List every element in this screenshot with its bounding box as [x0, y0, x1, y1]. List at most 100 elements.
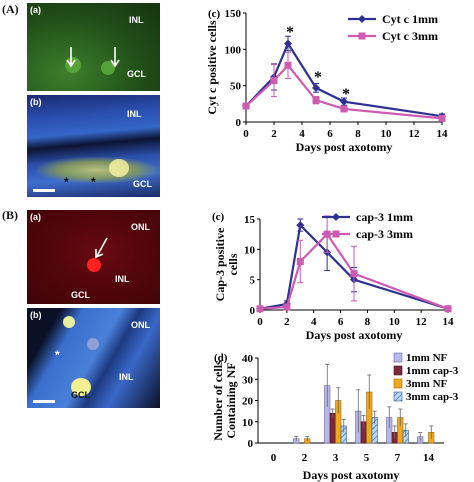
y-tick-label: 15: [244, 214, 256, 226]
x-tick-label: 8: [365, 316, 371, 328]
x-tick-label: 8: [355, 128, 361, 140]
data-point: [312, 83, 320, 92]
micrograph-B-a: (a) ONL INL GCL: [27, 210, 160, 304]
data-point: [350, 270, 358, 278]
legend-marker: [332, 213, 340, 221]
x-tick-label: 3: [333, 452, 339, 464]
subfigure-label: (c): [208, 8, 221, 20]
x-tick-label: 4: [311, 316, 317, 328]
subfigure-label: (c): [212, 211, 225, 223]
y-tick-label: 150: [225, 8, 242, 20]
inl-label: INL: [119, 372, 134, 382]
sublabel-b: (b): [30, 310, 42, 320]
legend-label: Cyt c 3mm: [382, 29, 438, 43]
y-axis-label: Cap-3 positivecells: [213, 227, 240, 301]
micrograph-A-b: (b) INL GCL * *: [27, 95, 160, 197]
y-tick-label: 50: [230, 81, 242, 93]
sublabel-a: (a): [30, 5, 41, 15]
series-line-1: [245, 63, 443, 120]
x-tick-label: 12: [409, 128, 421, 140]
y-tick-label: 0: [236, 117, 242, 129]
panel-b-label: (B): [2, 208, 18, 222]
bar: [329, 412, 336, 444]
x-tick-label: 14: [437, 128, 449, 140]
y-tick-label: 5: [250, 275, 256, 287]
legend-label: 1mm cap-3: [406, 365, 459, 377]
x-axis-label: Days post axotomy: [306, 328, 403, 342]
gcl-label: GCL: [71, 290, 90, 300]
data-point: [284, 61, 292, 69]
x-tick-label: 2: [271, 128, 277, 140]
x-tick-label: 14: [443, 316, 455, 328]
data-point: [242, 102, 250, 110]
x-tick-label: 0: [271, 452, 277, 464]
x-tick-label: 10: [381, 128, 393, 140]
x-tick-label: 12: [416, 316, 428, 328]
data-point: [284, 39, 292, 48]
legend-label: 3mm NF: [406, 378, 448, 390]
data-point: [312, 96, 320, 104]
x-tick-label: 2: [284, 316, 290, 328]
legend-label: cap-3 1mm: [356, 210, 413, 224]
legend-swatch: [393, 365, 403, 376]
data-point: [438, 114, 446, 122]
subfigure-label: (d): [214, 352, 228, 364]
x-tick-label: 0: [257, 316, 263, 328]
gcl-label: GCL: [71, 390, 90, 400]
sublabel-b: (b): [30, 97, 42, 107]
data-point: [340, 105, 348, 113]
legend-label: Cyt c 1mm: [382, 12, 438, 26]
y-tick-label: 10: [244, 244, 256, 256]
series-line-0: [245, 41, 443, 118]
x-tick-label: 2: [302, 452, 308, 464]
legend-label: 3mm cap-3: [406, 391, 459, 403]
y-tick-label: 100: [225, 44, 242, 56]
data-point: [296, 257, 304, 265]
y-tick-label: 0: [250, 305, 256, 317]
x-axis-label: Days post axotomy: [296, 140, 393, 154]
y-tick-label: 40: [242, 353, 254, 365]
cap3-line-chart: (c) 0 5 10 15 0 2 4 6 8 10 12 14 Days post axotomy Cap…: [212, 210, 455, 342]
x-tick-label: 6: [327, 128, 333, 140]
legend-swatch: [393, 391, 403, 402]
inl-label: INL: [129, 15, 144, 25]
scale-bar: [33, 400, 55, 403]
y-axis-label: Number of cellsContaining NF: [211, 360, 238, 441]
y-tick-label: 20: [242, 396, 254, 408]
inl-label: INL: [127, 109, 142, 119]
micrograph-B-b: (b) ONL INL GCL *: [27, 308, 160, 408]
asterisk-marker: *: [55, 348, 60, 362]
legend-label: 1mm NF: [406, 352, 448, 364]
arrow-icons: [66, 47, 120, 68]
significance-asterisk: *: [286, 24, 294, 41]
data-point: [283, 303, 291, 311]
legend-swatch: [393, 378, 403, 389]
legend-label: cap-3 3mm: [356, 227, 413, 241]
arrow-icon: [95, 237, 108, 259]
legend-marker: [358, 15, 366, 23]
series-line-0: [259, 222, 449, 310]
x-tick-label: 7: [395, 452, 401, 464]
x-tick-label: 0: [243, 128, 249, 140]
inl-label: INL: [115, 274, 130, 284]
panel-a-label: (A): [2, 2, 19, 16]
legend-marker: [332, 230, 340, 238]
onl-label: ONL: [131, 320, 150, 330]
micrograph-A-a: (a) INL GCL: [27, 3, 160, 91]
x-tick-label: 4: [299, 128, 305, 140]
data-point: [340, 97, 348, 106]
data-point: [270, 77, 278, 85]
nf-bar-chart: (d) 0 10 20 30 40 0 2 3 5 7 14 Days post axotomy Numb…: [211, 352, 459, 482]
y-tick-label: 10: [242, 417, 254, 429]
scale-bar: [33, 189, 55, 192]
x-tick-label: 14: [423, 452, 435, 464]
legend-swatch: [393, 352, 403, 363]
legend-marker: [358, 32, 366, 40]
significance-asterisk: *: [342, 86, 350, 103]
sublabel-a: (a): [30, 212, 41, 222]
data-point: [444, 305, 452, 313]
data-point: [256, 305, 264, 313]
y-tick-label: 30: [242, 374, 254, 386]
gcl-label: GCL: [127, 69, 146, 79]
x-tick-label: 6: [338, 316, 344, 328]
